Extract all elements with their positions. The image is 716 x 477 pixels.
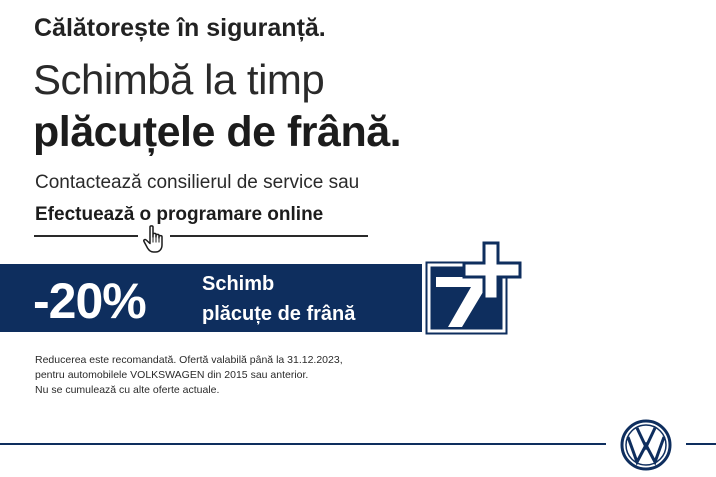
tagline: Călătorește în siguranță. <box>34 14 326 42</box>
link-underline-right <box>170 235 368 237</box>
vw-logo-icon[interactable] <box>620 419 672 471</box>
disclaimer-line-3: Nu se cumulează cu alte oferte actuale. <box>35 384 220 396</box>
offer-line-1: Schimb <box>202 273 275 295</box>
headline-line-2: plăcuțele de frână. <box>33 108 402 156</box>
disclaimer-line-2: pentru automobilele VOLKSWAGEN din 2015 … <box>35 369 309 381</box>
link-underline-left <box>34 235 138 237</box>
offer-line-2: plăcuțe de frână <box>202 303 356 325</box>
contact-text: Contactează consilierul de service sau <box>35 172 360 193</box>
discount-value: -20% <box>33 273 147 329</box>
discount-banner[interactable] <box>0 264 422 332</box>
online-appointment-link[interactable]: Efectuează o programare online <box>35 204 324 225</box>
footer-divider-left <box>0 443 606 445</box>
footer-divider-right <box>686 443 716 445</box>
hand-cursor-icon <box>143 225 163 253</box>
headline-line-1: Schimbă la timp <box>33 56 325 103</box>
disclaimer-line-1: Reducerea este recomandată. Ofertă valab… <box>35 354 343 366</box>
seven-plus-badge-icon <box>425 241 522 335</box>
